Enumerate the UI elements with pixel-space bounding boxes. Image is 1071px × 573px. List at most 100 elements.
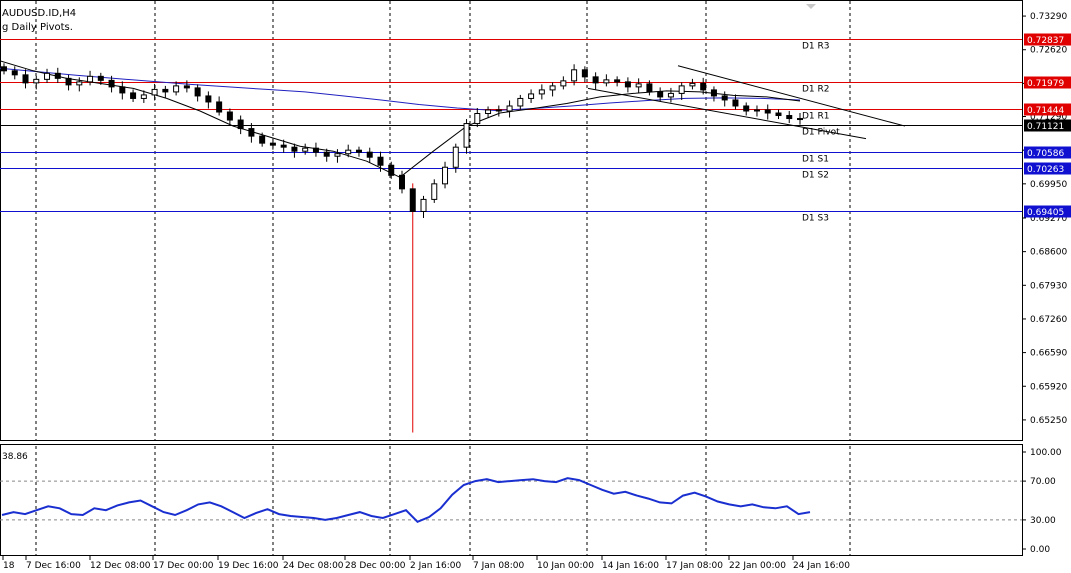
pivot-price-tag — [1024, 205, 1071, 218]
candle-body — [775, 112, 782, 117]
candle-body — [442, 166, 449, 185]
price-tick-label: 0.66590 — [1030, 349, 1067, 359]
candle-body — [377, 156, 384, 166]
candle-body — [603, 79, 610, 84]
price-axis: 0.732900.726200.719500.712900.706200.699… — [1022, 12, 1067, 426]
candle-body — [549, 85, 556, 91]
candlesticks — [1, 63, 803, 433]
pivot-price-tag-label: 0.70263 — [1027, 165, 1064, 175]
candle-body — [797, 118, 803, 121]
price-tick-label: 0.65920 — [1030, 382, 1067, 392]
candle-body — [581, 69, 588, 78]
time-tick-label: 12 Dec 08:00 — [90, 561, 151, 571]
pivot-price-tag — [1024, 33, 1071, 46]
time-tick-label: 2 Jan 16:00 — [410, 561, 462, 571]
symbol-label: AUDUSD.ID,H4 — [2, 8, 76, 19]
chart-shift-marker-icon[interactable] — [806, 4, 816, 9]
main-panel-frame — [0, 0, 1023, 441]
pivot-label: D1 S2 — [802, 171, 829, 181]
price-tick-label: 0.67930 — [1030, 281, 1067, 291]
candle-body — [571, 69, 578, 82]
candle-body — [183, 85, 190, 89]
pivot-price-tag-label: 0.71444 — [1027, 106, 1064, 116]
candle-body — [248, 128, 255, 137]
candle-body — [689, 82, 696, 87]
candle-body — [743, 105, 750, 112]
pivot-price-tags: 0.72837 0.71979 0.71444 0.71121 0.70586 0.702… — [1024, 33, 1071, 218]
candle-body — [323, 151, 330, 157]
moving-averages — [0, 60, 801, 178]
candle-body — [65, 77, 72, 86]
pivot-price-tag — [1024, 119, 1071, 132]
time-tick-label: 18 — [3, 561, 15, 571]
candle-body — [355, 149, 362, 153]
time-tick-label: 24 Dec 08:00 — [283, 561, 344, 571]
price-tick-label: 0.71290 — [1030, 113, 1067, 123]
candle-body — [44, 72, 51, 80]
time-tick-label: 19 Dec 16:00 — [218, 561, 279, 571]
candle-body — [216, 101, 223, 113]
time-tick-label: 17 Jan 08:00 — [666, 561, 723, 571]
candle-body — [592, 76, 599, 84]
oscillator: 100.00 70.00 30.00 0.00 — [0, 448, 1062, 555]
candle-body — [710, 89, 717, 97]
pivot-label: D1 S1 — [802, 155, 829, 165]
candle-body — [753, 109, 760, 112]
pivot-price-tag-label: 0.71979 — [1027, 79, 1064, 89]
candle-body — [388, 164, 395, 176]
candle-body — [226, 111, 233, 121]
candle-body — [646, 83, 653, 93]
candle-body — [786, 115, 793, 120]
candle-body — [87, 75, 94, 83]
candle-body — [97, 75, 104, 81]
pivot-price-tag-label: 0.70586 — [1027, 149, 1064, 159]
pivot-price-tag — [1024, 103, 1071, 116]
candle-body — [624, 81, 631, 88]
oscillator-panel-frame — [0, 444, 1023, 556]
candle-body — [237, 119, 244, 130]
candle-body — [54, 72, 61, 79]
time-tick-label: 10 Jan 00:00 — [537, 561, 594, 571]
candle-body — [517, 97, 524, 107]
pivot-price-tag — [1024, 76, 1071, 89]
indicator-label: g Daily Pivots. — [2, 22, 73, 33]
candle-body — [657, 91, 664, 98]
candle-body — [259, 135, 266, 144]
candle-body — [399, 174, 405, 190]
candle-body — [140, 94, 147, 99]
moving-average-blue — [0, 67, 801, 112]
candle-body — [302, 147, 309, 152]
candle-body — [280, 144, 287, 148]
candle-body — [474, 113, 481, 125]
pivot-label: D1 S3 — [802, 214, 829, 224]
pivot-price-tag-label: 0.69405 — [1027, 208, 1064, 218]
candle-body — [291, 146, 298, 152]
price-tick-label: 0.67260 — [1030, 315, 1067, 325]
candle-body — [194, 87, 201, 97]
time-tick-label: 28 Dec 00:00 — [345, 561, 406, 571]
price-tick-label: 0.69270 — [1030, 214, 1067, 224]
price-tick-label: 0.69950 — [1030, 180, 1067, 190]
candle-body — [269, 142, 276, 146]
candle-body — [312, 147, 319, 153]
candle-body — [76, 81, 83, 86]
oscillator-value-label: 38.86 — [2, 452, 28, 462]
pivot-label: D1 R1 — [802, 112, 830, 122]
candle-body — [366, 151, 373, 158]
candle-body — [108, 79, 115, 88]
trendlines[interactable] — [587, 65, 906, 140]
candle-body — [452, 146, 459, 168]
candle-body — [732, 99, 739, 107]
pivot-price-tag-label: 0.71121 — [1027, 122, 1064, 132]
candle-body — [721, 95, 728, 101]
candle-body — [162, 88, 169, 93]
candle-body — [205, 95, 212, 103]
candle-body — [764, 109, 771, 114]
candle-body — [463, 123, 470, 148]
candle-body — [614, 79, 621, 83]
candle-body — [700, 82, 707, 91]
candle-body — [495, 109, 502, 112]
candle-body — [635, 83, 642, 88]
candle-body — [151, 88, 158, 96]
